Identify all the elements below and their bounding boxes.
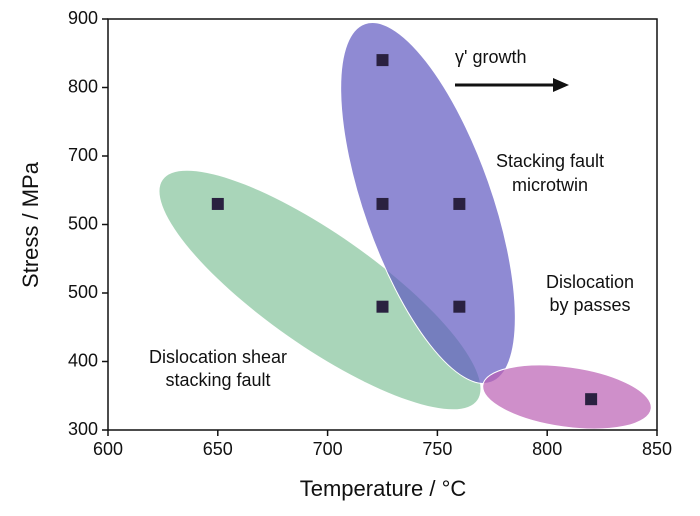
y-tick-label: 800 xyxy=(68,76,98,96)
y-tick-label: 400 xyxy=(68,350,98,370)
point xyxy=(211,197,224,210)
x-tick-label: 750 xyxy=(422,439,452,459)
x-tick-label: 700 xyxy=(313,439,343,459)
x-axis-label: Temperature / °C xyxy=(300,476,467,501)
arrow-head xyxy=(553,78,569,92)
region-bypass xyxy=(482,364,652,430)
x-tick-label: 650 xyxy=(203,439,233,459)
x-tick-label: 800 xyxy=(532,439,562,459)
y-axis-label: Stress / MPa xyxy=(18,161,43,288)
annotation: γ' growth xyxy=(455,47,526,67)
x-tick-label: 600 xyxy=(93,439,123,459)
x-tick-label: 850 xyxy=(642,439,672,459)
annotation: microtwin xyxy=(512,175,588,195)
point xyxy=(453,300,466,313)
annotation: Stacking fault xyxy=(496,151,604,171)
y-tick-label: 700 xyxy=(68,145,98,165)
annotation: Dislocation shear xyxy=(149,347,287,367)
y-tick-label: 300 xyxy=(68,419,98,439)
point xyxy=(585,393,598,406)
region-shear xyxy=(159,170,481,410)
point xyxy=(453,197,466,210)
y-tick-label: 500 xyxy=(68,282,98,302)
point xyxy=(376,197,389,210)
point xyxy=(376,300,389,313)
annotation: by passes xyxy=(549,295,630,315)
y-tick-label: 500 xyxy=(68,213,98,233)
point xyxy=(376,54,389,67)
y-tick-label: 900 xyxy=(68,8,98,28)
annotation: stacking fault xyxy=(165,370,270,390)
annotation: Dislocation xyxy=(546,272,634,292)
